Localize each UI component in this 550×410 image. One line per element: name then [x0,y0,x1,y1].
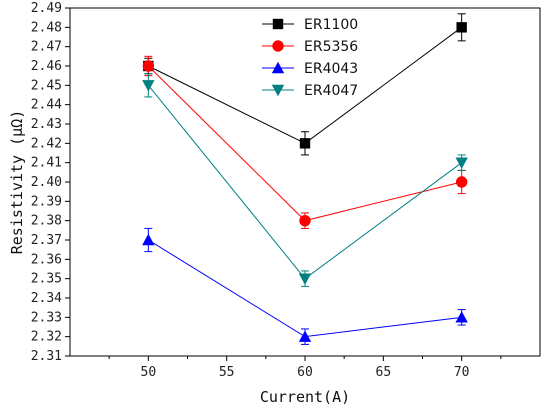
series-line-er4047 [147,85,462,280]
data-point-er4043 [142,233,155,246]
y-tick-label: 2.42 [31,136,62,151]
y-axis-title: Resistivity (μΩ) [8,110,26,255]
series-er4047 [142,73,468,287]
data-point-er5356 [142,60,155,72]
y-tick-label: 2.37 [31,233,62,248]
data-point-er4043 [298,330,312,342]
y-tick-label: 2.44 [31,98,62,113]
series-layer [142,13,468,345]
y-tick-label: 2.38 [31,214,62,229]
data-point-er5356 [299,214,311,227]
x-tick-label: 50 [141,365,157,380]
x-tick-label: 70 [454,365,470,380]
data-point-er4047 [298,273,312,285]
legend-marker-er4043 [271,61,285,74]
y-tick-label: 2.31 [31,349,62,364]
legend-marker-er5356 [272,40,284,52]
y-tick-label: 2.33 [31,310,62,325]
y-tick-label: 2.49 [31,1,62,16]
data-point-er4043 [455,311,468,323]
legend-marker-er1100 [272,18,284,30]
y-tick-label: 2.32 [31,330,62,345]
legend-label-er4047: ER4047 [304,83,358,99]
data-point-er5356 [455,176,468,188]
legend-marker-er4047 [271,84,285,97]
data-point-er4047 [455,157,468,169]
y-tick-label: 2.35 [31,272,62,287]
legend-label-er1100: ER1100 [304,17,358,33]
y-tick-label: 2.46 [31,59,62,74]
y-tick-label: 2.36 [31,252,62,267]
data-point-er1100 [456,22,467,33]
x-tick-label: 65 [376,365,392,380]
x-axis: 50 55 60 65 70 [108,356,502,380]
x-tick-label: 60 [297,365,313,380]
x-tick-label: 55 [219,365,235,380]
y-tick-label: 2.47 [31,40,62,55]
series-line-er4043 [148,239,462,338]
legend-label-er5356: ER5356 [304,39,358,55]
y-tick-label: 2.48 [31,20,62,35]
data-point-er4047 [142,80,155,92]
series-er5356 [142,55,468,229]
y-tick-label: 2.34 [31,291,62,306]
data-point-er1100 [299,138,311,149]
legend-label-er4043: ER4043 [304,61,358,77]
y-tick-label: 2.45 [31,78,62,93]
y-tick-label: 2.40 [31,175,62,190]
y-tick-label: 2.41 [31,156,62,171]
legend: ER1100 ER5356 ER4043 ER4047 [262,17,358,99]
y-tick-label: 2.39 [31,194,62,209]
y-tick-label: 2.43 [31,117,62,132]
x-axis-title: Current(A) [260,388,350,406]
y-axis: 2.31 2.32 2.33 2.34 2.35 2.36 2.37 2.38 2.39 2.40… [31,1,70,364]
series-er4043 [142,227,468,345]
